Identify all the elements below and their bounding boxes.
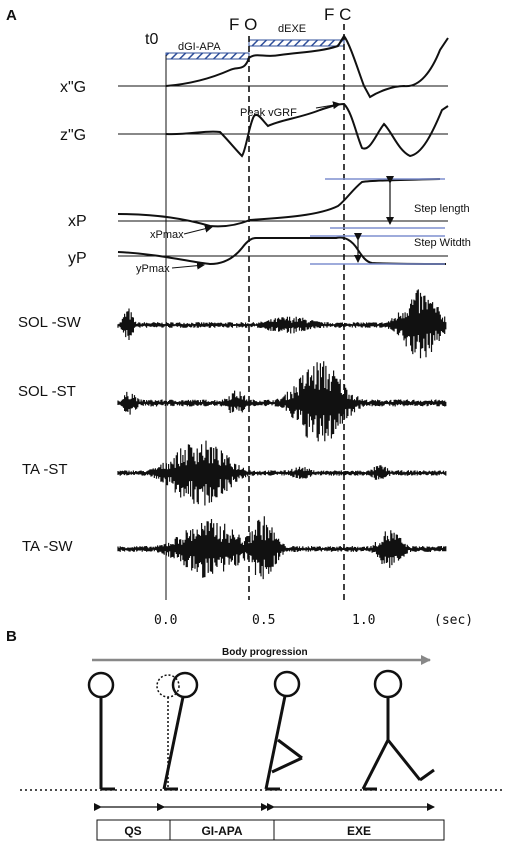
- phase-label-qs: QS: [124, 824, 141, 838]
- stick-figure-gi-apa-ghost: [156, 674, 180, 787]
- emg-trace-sol-sw: [117, 289, 447, 359]
- emg-trace-ta-sw: [117, 516, 447, 580]
- duration-label-apa: dGI-APA: [178, 41, 221, 53]
- trace-label-ta-st: TA -ST: [22, 461, 68, 478]
- phase-box-exe: [273, 819, 445, 841]
- time-tick-1: 0.5: [252, 613, 275, 628]
- peak-vgrf-arrow: [315, 101, 341, 110]
- stick-figure-exe-swing: [264, 670, 303, 791]
- trace-zg: [165, 102, 449, 158]
- trace-label-xp: xP: [68, 213, 87, 230]
- trace-label-xg: x"G: [60, 79, 86, 96]
- stick-figure-gi-apa: [162, 671, 199, 791]
- time-unit: (sec): [434, 613, 473, 628]
- time-tick-0: 0.0: [154, 613, 177, 628]
- step-length-label: Step length: [414, 203, 470, 215]
- duration-label-exe: dEXE: [278, 23, 306, 35]
- emg-trace-sol-st: [117, 361, 447, 442]
- event-label-t0: t0: [145, 31, 158, 48]
- emg-trace-ta-st: [117, 440, 447, 506]
- ypmax-arrow: [171, 261, 205, 270]
- peak-vgrf-label: Peak vGRF: [240, 107, 297, 119]
- panel-b-letter: B: [6, 628, 17, 645]
- trace-xp: [117, 178, 441, 228]
- xpmax-arrow: [183, 224, 213, 235]
- trace-yp: [117, 236, 447, 266]
- phase-label-gi-apa: GI-APA: [201, 824, 242, 838]
- stick-figure-exe-step: [361, 669, 435, 791]
- trace-label-yp: yP: [68, 250, 87, 267]
- stick-figure-quiet-stance: [87, 671, 115, 791]
- body-progression-label: Body progression: [222, 647, 308, 658]
- trace-xg: [165, 34, 449, 99]
- xpmax-label: xPmax: [150, 229, 184, 241]
- trace-label-ta-sw: TA -SW: [22, 538, 73, 555]
- step-width-label: Step Witdth: [414, 237, 471, 249]
- exe-duration-bar: [248, 39, 345, 47]
- time-tick-2: 1.0: [352, 613, 375, 628]
- trace-label-sol-sw: SOL -SW: [18, 314, 82, 331]
- event-label-fo: F O: [229, 15, 257, 34]
- phase-label-exe: EXE: [347, 824, 371, 838]
- ypmax-label: yPmax: [136, 263, 170, 275]
- trace-label-sol-st: SOL -ST: [18, 383, 76, 400]
- trace-label-zg: z"G: [60, 127, 86, 144]
- panel-a-letter: A: [6, 7, 17, 24]
- event-label-fc: F C: [324, 5, 351, 24]
- apa-duration-bar: [165, 52, 250, 60]
